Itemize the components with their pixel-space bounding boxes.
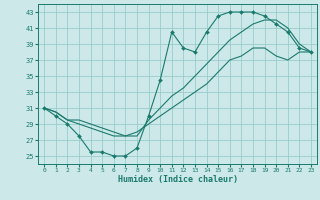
X-axis label: Humidex (Indice chaleur): Humidex (Indice chaleur) bbox=[118, 175, 238, 184]
